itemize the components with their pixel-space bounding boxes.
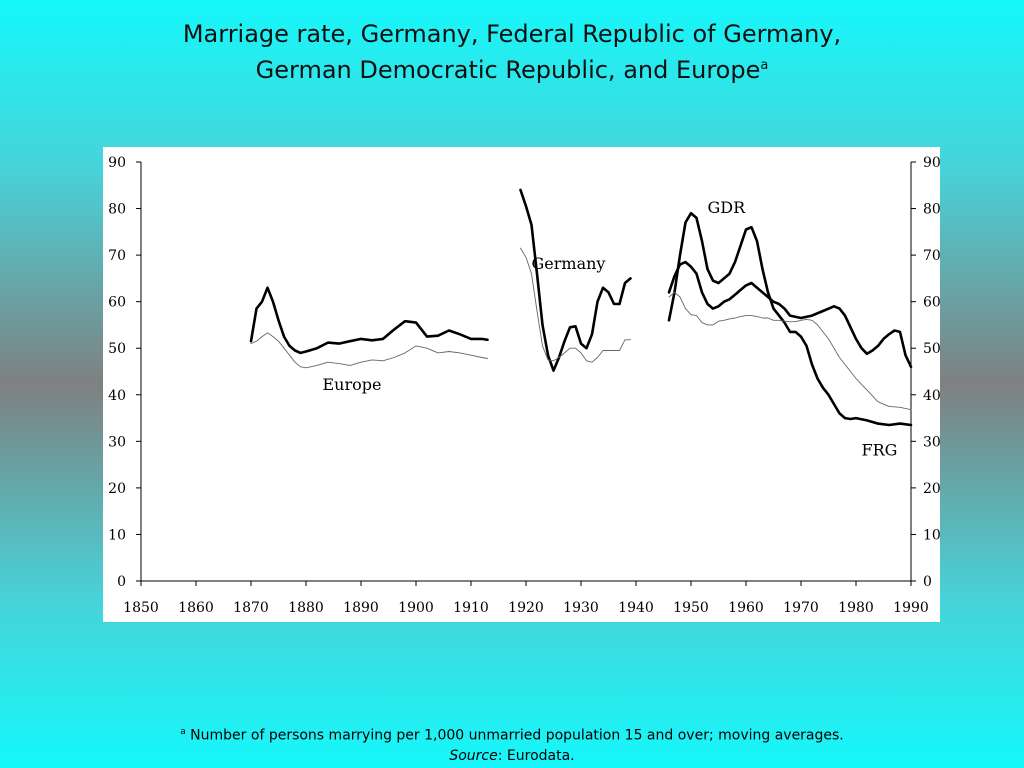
series-line-thin <box>520 247 631 363</box>
series-line-thick <box>667 260 913 369</box>
y-tick-label-left: 60 <box>108 295 126 311</box>
y-tick-label-left: 0 <box>117 574 126 590</box>
footnote: a Number of persons marrying per 1,000 u… <box>0 722 1024 766</box>
y-tick-label-right: 90 <box>923 155 940 171</box>
source-label: Source <box>449 747 498 764</box>
x-tick-label: 1850 <box>123 600 159 616</box>
chart-panel: 0 0 10 10 20 20 30 30 40 40 50 50 60 60 70 70 80 80 90 90 18… <box>103 147 940 622</box>
annotation-gdr: GDR <box>708 198 747 217</box>
source-text: : Eurodata. <box>497 747 575 764</box>
x-tick-label: 1910 <box>453 600 489 616</box>
y-tick-label-left: 80 <box>108 202 126 218</box>
y-tick-label-right: 50 <box>923 341 940 357</box>
y-tick-label-left: 40 <box>108 388 126 404</box>
annotation-europe: Europe <box>323 375 382 394</box>
x-tick-label: 1990 <box>893 600 929 616</box>
y-tick-label-left: 50 <box>108 341 126 357</box>
x-tick-label: 1930 <box>563 600 599 616</box>
series-line-thick <box>519 188 632 372</box>
y-tick-label-right: 80 <box>923 202 940 218</box>
y-tick-label-right: 20 <box>923 481 940 497</box>
y-tick-label-left: 70 <box>108 248 126 264</box>
x-tick-label: 1940 <box>618 600 654 616</box>
y-tick-label-right: 70 <box>923 248 940 264</box>
line-chart: 0 0 10 10 20 20 30 30 40 40 50 50 60 60 70 70 80 80 90 90 18… <box>108 155 940 616</box>
x-tick-label: 1890 <box>343 600 379 616</box>
y-tick-label-left: 10 <box>108 527 126 543</box>
y-tick-label-left: 20 <box>108 481 126 497</box>
x-tick-label: 1870 <box>233 600 269 616</box>
series-line-thick <box>249 286 489 355</box>
x-tick-label: 1980 <box>838 600 874 616</box>
x-tick-label: 1970 <box>783 600 819 616</box>
y-tick-label-right: 0 <box>923 574 932 590</box>
x-tick-label: 1920 <box>508 600 544 616</box>
footnote-line-2: Source: Eurodata. <box>0 746 1024 766</box>
series-line-thin <box>668 291 912 411</box>
y-tick-label-right: 60 <box>923 295 940 311</box>
x-tick-label: 1960 <box>728 600 764 616</box>
title-line-2-text: German Democratic Republic, and Europe <box>255 56 761 84</box>
y-tick-label-left: 90 <box>108 155 126 171</box>
x-tick-label: 1900 <box>398 600 434 616</box>
series-line-thick <box>667 211 913 427</box>
x-tick-label: 1950 <box>673 600 709 616</box>
y-tick-label-right: 30 <box>923 434 940 450</box>
footnote-line-1: a Number of persons marrying per 1,000 u… <box>0 722 1024 746</box>
chart-title: Marriage rate, Germany, Federal Republic… <box>0 18 1024 86</box>
y-tick-label-left: 30 <box>108 434 126 450</box>
annotation-frg: FRG <box>862 440 898 459</box>
footnote-text: Number of persons marrying per 1,000 unm… <box>185 727 844 744</box>
footnote-marker: a <box>180 727 186 737</box>
title-line-2: German Democratic Republic, and Europea <box>0 50 1024 86</box>
x-tick-label: 1880 <box>288 600 324 616</box>
title-line-1: Marriage rate, Germany, Federal Republic… <box>182 20 842 48</box>
y-tick-label-right: 40 <box>923 388 940 404</box>
y-tick-label-right: 10 <box>923 527 940 543</box>
series-line-thin <box>250 332 488 369</box>
x-tick-label: 1860 <box>178 600 214 616</box>
annotation-germany: Germany <box>532 254 606 273</box>
title-footnote-marker: a <box>760 58 769 73</box>
